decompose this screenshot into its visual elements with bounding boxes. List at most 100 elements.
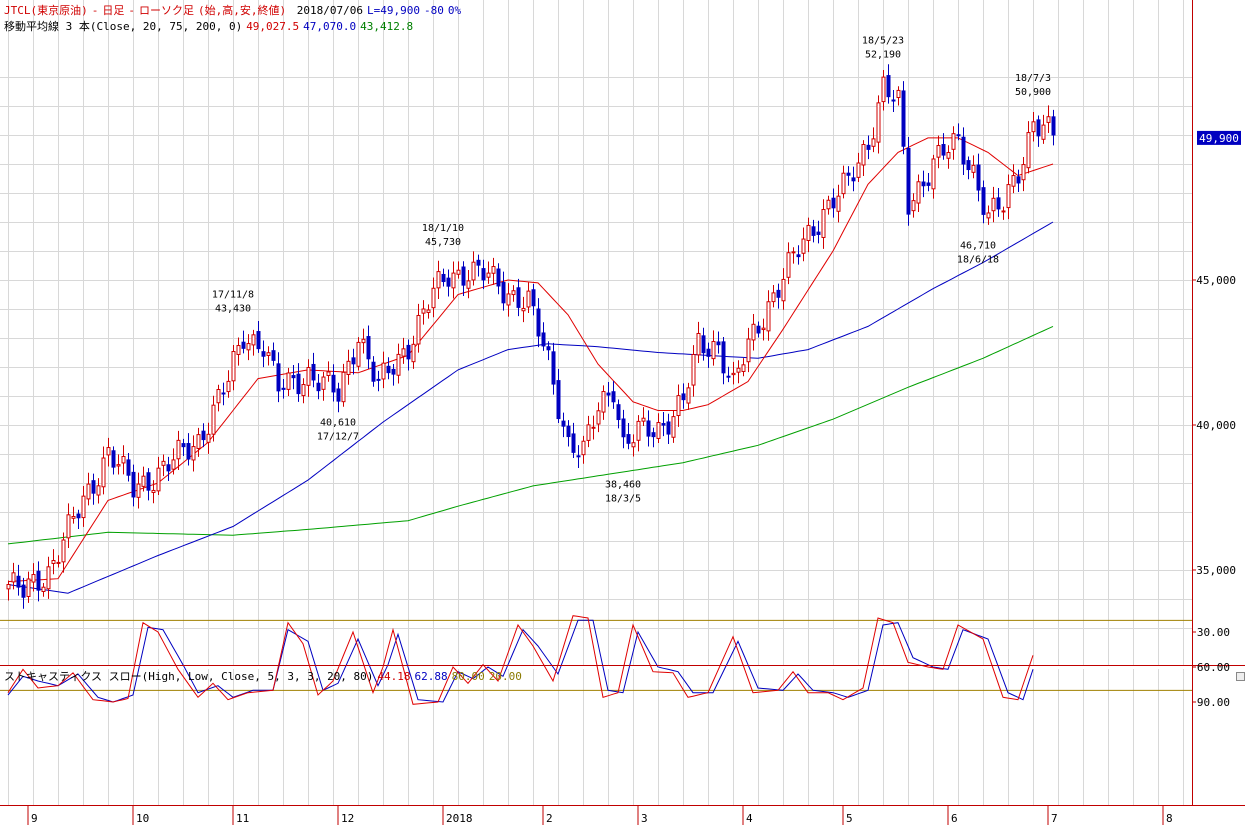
candle-body bbox=[376, 378, 381, 381]
candle-body bbox=[431, 287, 436, 309]
annotation-value: 46,710 bbox=[960, 240, 996, 251]
candle-body bbox=[671, 416, 676, 438]
candle-body bbox=[1031, 121, 1036, 133]
candle-body bbox=[791, 251, 796, 254]
header-separator: - bbox=[128, 4, 135, 17]
candle-body bbox=[176, 439, 181, 460]
candle-body bbox=[161, 460, 166, 466]
date-label: 2018/07/06 bbox=[296, 4, 363, 17]
ma75-value: 47,070.0 bbox=[303, 20, 357, 33]
candle-body bbox=[1011, 175, 1016, 187]
candle-body bbox=[351, 357, 356, 365]
candle-body bbox=[231, 351, 236, 382]
candle-body bbox=[1041, 124, 1046, 140]
last-price-label: L=49,900 bbox=[366, 4, 420, 17]
candle-body bbox=[761, 327, 766, 331]
candle-body bbox=[991, 197, 996, 212]
candle-body bbox=[786, 252, 791, 278]
candle-body bbox=[146, 472, 151, 491]
candle-body bbox=[601, 391, 606, 413]
candle-body bbox=[326, 371, 331, 377]
candle-body bbox=[746, 338, 751, 363]
candle-body bbox=[566, 425, 571, 438]
candle-body bbox=[126, 459, 131, 476]
candle-body bbox=[51, 560, 56, 564]
candle-body bbox=[1006, 184, 1011, 209]
candle-body bbox=[731, 372, 736, 376]
candle-body bbox=[81, 495, 86, 519]
date-tick-label: 12 bbox=[341, 812, 354, 825]
candle-body bbox=[636, 420, 641, 441]
candle-body bbox=[606, 392, 611, 396]
candle-body bbox=[646, 420, 651, 437]
candle-body bbox=[496, 268, 501, 287]
candle-body bbox=[46, 566, 51, 590]
stoch-tick-label: 60.00 bbox=[1197, 661, 1230, 674]
candle-body bbox=[886, 75, 891, 98]
candle-body bbox=[576, 455, 581, 458]
candle-body bbox=[961, 136, 966, 165]
symbol-label: JTCL(東京原油) bbox=[4, 4, 88, 17]
candle-body bbox=[56, 561, 61, 564]
ma20-value: 49,027.5 bbox=[246, 20, 300, 33]
candle-body bbox=[811, 226, 816, 236]
ma200-value: 43,412.8 bbox=[360, 20, 414, 33]
candle-body bbox=[281, 387, 286, 390]
date-tick-label: 2 bbox=[546, 812, 553, 825]
candle-body bbox=[476, 259, 481, 266]
candle-body bbox=[181, 443, 186, 448]
candle-body bbox=[246, 343, 251, 351]
candle-body bbox=[141, 475, 146, 487]
candle-body bbox=[321, 376, 326, 390]
period-label: 日足 bbox=[102, 4, 125, 17]
annotation-date: 17/11/8 bbox=[212, 290, 254, 301]
candle-body bbox=[956, 134, 961, 137]
stochastic-panel bbox=[0, 615, 1192, 705]
annotation-value: 40,610 bbox=[320, 417, 356, 428]
candle-body bbox=[466, 280, 471, 289]
candle-body bbox=[366, 336, 371, 360]
candle-body bbox=[186, 443, 191, 460]
candle-body bbox=[756, 325, 761, 334]
candle-body bbox=[261, 351, 266, 357]
candle-body bbox=[941, 144, 946, 156]
candle-body bbox=[856, 162, 861, 178]
stoch-tick-label: 90.00 bbox=[1197, 696, 1230, 709]
candle-body bbox=[971, 164, 976, 173]
candle-body bbox=[386, 365, 391, 374]
candle-body bbox=[406, 344, 411, 360]
candle-body bbox=[831, 197, 836, 209]
chart-style-label: ローソク足 bbox=[139, 4, 194, 17]
candle-body bbox=[751, 323, 756, 341]
annotation-date: 18/3/5 bbox=[605, 494, 641, 505]
ma-legend: 移動平均線 3 本(Close, 20, 75, 200, 0) 49,027.5… bbox=[4, 18, 417, 34]
candle-body bbox=[276, 363, 281, 392]
candle-body bbox=[131, 471, 136, 498]
candle-body bbox=[741, 364, 746, 372]
candle-body bbox=[796, 254, 801, 258]
candle-body bbox=[416, 314, 421, 345]
candle-body bbox=[871, 138, 876, 147]
price-axis: 35,000 40,000 45,000 49,900 90.00 60.00 30.00 bbox=[1192, 130, 1241, 709]
candle-body bbox=[216, 389, 221, 404]
candle-body bbox=[446, 277, 451, 287]
candle-body bbox=[1026, 132, 1031, 169]
candle-body bbox=[516, 287, 521, 308]
candle-body bbox=[706, 348, 711, 357]
candle-body bbox=[966, 160, 971, 171]
candle-body bbox=[666, 421, 671, 435]
ma200-line bbox=[7, 325, 1054, 545]
candle-body bbox=[891, 99, 896, 102]
grid-lines bbox=[0, 0, 1192, 805]
annotation-date: 18/1/10 bbox=[422, 223, 464, 234]
candle-body bbox=[976, 164, 981, 191]
candle-body bbox=[1036, 119, 1041, 137]
candle-body bbox=[621, 418, 626, 438]
header-separator: - bbox=[91, 4, 99, 17]
panel-scroll-button[interactable] bbox=[1236, 672, 1245, 681]
candle-body bbox=[266, 352, 271, 356]
candle-body bbox=[611, 391, 616, 403]
candle-body bbox=[921, 181, 926, 187]
candle-body bbox=[721, 341, 726, 374]
candle-body bbox=[541, 332, 546, 347]
